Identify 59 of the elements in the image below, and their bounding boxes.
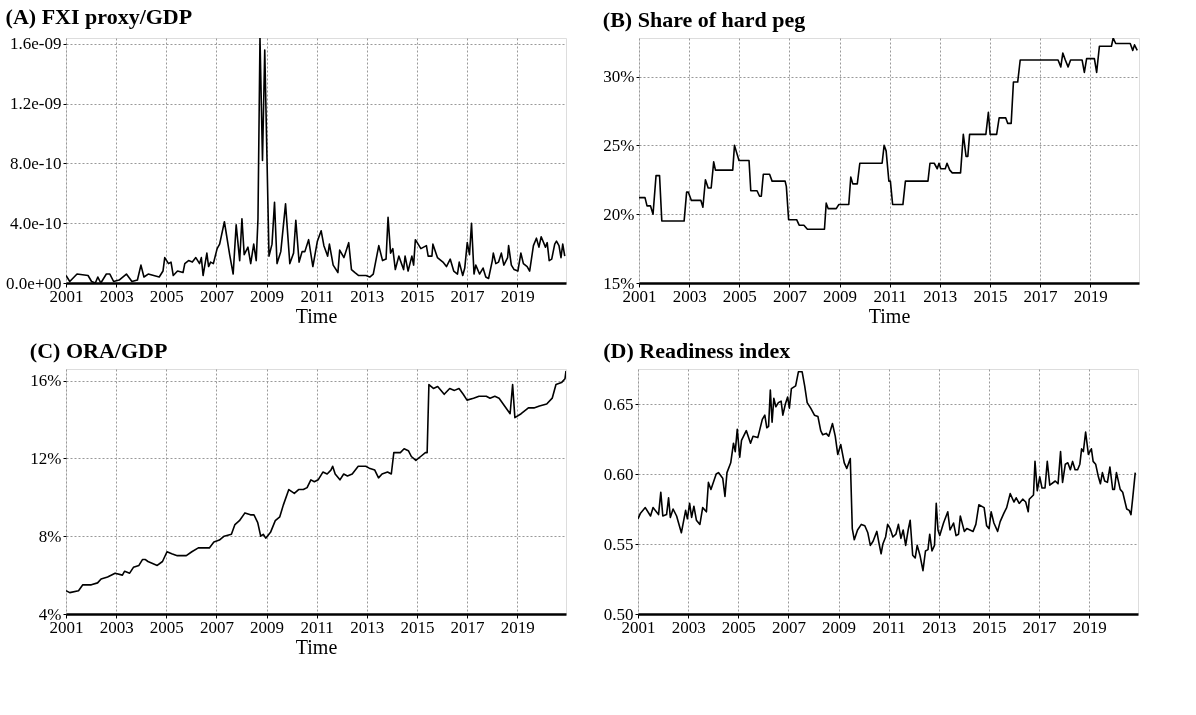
x-tick-label: 2009 (822, 617, 856, 637)
x-tick-label: 2017 (450, 617, 485, 637)
chart-title: (D) Readiness index (603, 338, 791, 363)
x-tick-label: 2007 (199, 286, 235, 306)
chart-title: (A) FXI proxy/GDP (5, 3, 193, 29)
x-tick-label: 2007 (772, 286, 808, 306)
y-tick-label: 12% (30, 448, 62, 468)
x-tick-label: 2017 (1022, 617, 1057, 637)
x-tick-label: 2015 (972, 617, 1007, 637)
y-tick-label: 30% (603, 67, 635, 87)
y-tick-label: 25% (603, 135, 635, 155)
x-tick-label: 2003 (99, 617, 134, 637)
x-tick-label: 2013 (350, 617, 385, 637)
x-tick-label: 2011 (300, 617, 334, 637)
x-tick-label: 2015 (973, 286, 1008, 306)
x-tick-label: 2009 (250, 286, 284, 306)
x-tick-label: 2019 (1072, 617, 1107, 637)
y-tick-label: 1.6e-09 (10, 34, 62, 54)
x-tick-label: 2005 (149, 617, 184, 637)
x-tick-label: 2015 (400, 286, 435, 306)
x-axis-title: Time (295, 304, 338, 327)
x-tick-label: 2003 (99, 286, 134, 306)
x-tick-label: 2015 (400, 617, 435, 637)
x-tick-label: 2009 (823, 286, 857, 306)
x-tick-label: 2003 (672, 286, 707, 306)
x-tick-label: 2011 (873, 286, 907, 306)
x-tick-label: 2007 (771, 617, 807, 637)
x-tick-label: 2017 (1023, 286, 1058, 306)
x-tick-label: 2005 (721, 617, 756, 637)
y-tick-label: 0.65 (603, 394, 634, 414)
x-tick-label: 2013 (923, 286, 958, 306)
x-tick-label: 2019 (500, 617, 535, 637)
x-tick-label: 2011 (300, 286, 334, 306)
x-tick-label: 2009 (250, 617, 284, 637)
x-tick-label: 2005 (722, 286, 757, 306)
x-tick-label: 2005 (149, 286, 184, 306)
x-tick-label: 2019 (1073, 286, 1108, 306)
y-tick-label: 0.60 (603, 464, 634, 484)
y-tick-label: 8.0e-10 (10, 153, 62, 173)
y-tick-label: 8% (38, 526, 62, 546)
chart-title: (C) ORA/GDP (29, 338, 168, 363)
line-series (66, 370, 566, 594)
y-tick-label: 20% (603, 204, 635, 224)
line-series (639, 38, 1139, 231)
x-axis-title: Time (868, 304, 911, 327)
x-tick-label: 2019 (500, 286, 535, 306)
x-tick-label: 2013 (350, 286, 385, 306)
x-tick-label: 2013 (922, 617, 957, 637)
y-tick-label: 4.0e-10 (10, 213, 62, 233)
x-tick-label: 2003 (671, 617, 706, 637)
x-tick-label: 2007 (199, 617, 235, 637)
y-tick-label: 16% (30, 371, 62, 391)
y-tick-label: 1.2e-09 (10, 94, 62, 114)
x-tick-label: 2011 (872, 617, 906, 637)
x-tick-label: 2017 (450, 286, 485, 306)
y-tick-label: 0.55 (603, 534, 634, 554)
line-series (638, 371, 1137, 572)
x-axis-title: Time (295, 635, 338, 658)
chart-title: (B) Share of hard peg (602, 7, 806, 32)
